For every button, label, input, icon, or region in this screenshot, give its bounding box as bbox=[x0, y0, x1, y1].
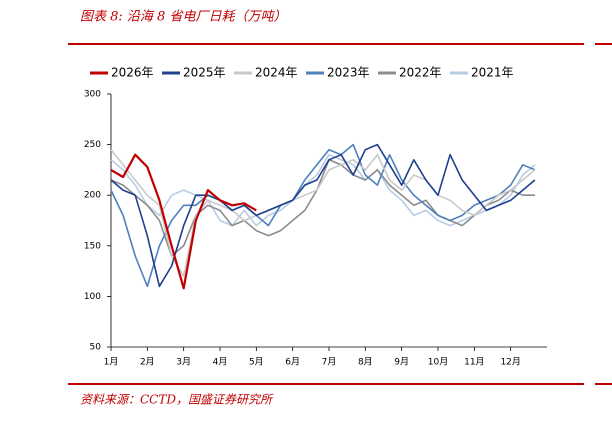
x-tick-label: 8月 bbox=[358, 357, 373, 368]
y-tick-label: 50 bbox=[90, 343, 102, 353]
x-tick-label: 1月 bbox=[104, 357, 119, 368]
x-tick-label: 4月 bbox=[213, 357, 228, 368]
legend-label: 2026年 bbox=[111, 66, 154, 80]
x-tick-label: 2月 bbox=[140, 357, 155, 368]
x-tick-label: 12月 bbox=[500, 357, 520, 368]
x-tick-label: 3月 bbox=[176, 357, 191, 368]
x-tick-label: 7月 bbox=[322, 357, 337, 368]
series-line bbox=[110, 159, 535, 257]
x-tick-label: 6月 bbox=[285, 357, 300, 368]
y-tick-label: 100 bbox=[84, 292, 101, 302]
x-tick-label: 5月 bbox=[249, 357, 264, 368]
series-line bbox=[110, 149, 536, 277]
y-tick-label: 150 bbox=[84, 241, 101, 251]
source: 资料来源：CCTD，国盛证券研究所 bbox=[80, 393, 274, 407]
legend-label: 2022年 bbox=[399, 66, 442, 80]
x-tick-label: 9月 bbox=[394, 357, 409, 368]
legend-label: 2024年 bbox=[255, 66, 298, 80]
series-line bbox=[110, 143, 536, 288]
y-tick-label: 250 bbox=[84, 140, 101, 150]
x-tick-label: 10月 bbox=[428, 357, 448, 368]
chart-title: 图表 8: 沿海 8 省电厂日耗（万吨） bbox=[80, 9, 286, 25]
x-tick-label: 11月 bbox=[464, 357, 484, 368]
y-tick-label: 200 bbox=[84, 191, 101, 201]
series-line bbox=[110, 143, 536, 288]
series-line bbox=[110, 153, 536, 227]
legend-label: 2023年 bbox=[327, 66, 370, 80]
legend-label: 2025年 bbox=[183, 66, 226, 80]
y-tick-label: 300 bbox=[84, 90, 101, 100]
legend-label: 2021年 bbox=[471, 66, 514, 80]
series-line bbox=[110, 153, 257, 290]
